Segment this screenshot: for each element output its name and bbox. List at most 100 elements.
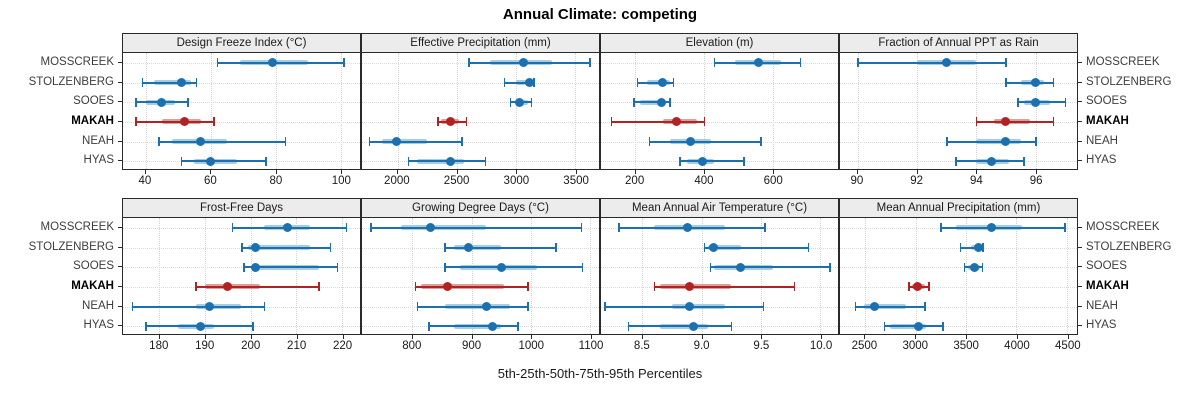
tick-label: 10.0 bbox=[809, 340, 833, 352]
panel-title: Mean Annual Precipitation (mm) bbox=[840, 199, 1077, 218]
median-dot bbox=[672, 117, 682, 127]
axis-tick bbox=[531, 335, 533, 339]
site-label-right-mosscreek: MOSSCREEK bbox=[1086, 55, 1160, 68]
median-dot bbox=[464, 243, 474, 252]
whisker-cap bbox=[135, 97, 137, 107]
tick-label: 600 bbox=[763, 175, 783, 187]
gridline-vertical bbox=[341, 218, 343, 334]
whisker-cap bbox=[627, 321, 630, 331]
axis-tick bbox=[411, 335, 413, 339]
median-dot bbox=[223, 282, 233, 292]
tick-label: 9.0 bbox=[693, 340, 710, 352]
median-dot bbox=[969, 262, 979, 272]
tick-label: 200 bbox=[625, 175, 645, 187]
whisker-cap bbox=[527, 302, 529, 311]
tick-label: 8.5 bbox=[633, 340, 650, 352]
whisker-line bbox=[857, 61, 1006, 64]
whisker-cap bbox=[760, 137, 762, 146]
axis-tick bbox=[250, 335, 252, 339]
site-label-right-neah: NEAH bbox=[1086, 134, 1118, 147]
site-label-right-neah: NEAH bbox=[1086, 299, 1118, 312]
whisker-cap bbox=[252, 321, 254, 331]
gridline-vertical bbox=[917, 53, 919, 169]
gridline-vertical bbox=[1016, 218, 1018, 334]
whisker-cap bbox=[679, 156, 681, 166]
axis-tick bbox=[342, 335, 344, 339]
y-axis-tick bbox=[118, 226, 122, 228]
tick-label: 3500 bbox=[563, 175, 589, 187]
whisker-cap bbox=[213, 117, 215, 127]
tick-label: 80 bbox=[269, 175, 283, 187]
gridline-vertical bbox=[976, 53, 978, 169]
chart-title: Annual Climate: competing bbox=[502, 6, 698, 23]
whisker-cap bbox=[465, 117, 468, 127]
y-axis-tick bbox=[118, 325, 122, 327]
whisker-cap bbox=[195, 78, 198, 87]
site-label-right-hyas: HYAS bbox=[1086, 319, 1117, 332]
tick-label: 3000 bbox=[902, 340, 929, 352]
median-dot bbox=[986, 223, 996, 233]
median-dot bbox=[973, 243, 983, 252]
axis-tick bbox=[641, 335, 643, 339]
gridline-vertical bbox=[296, 218, 298, 334]
site-label-left-stolzenberg: STOLZENBERG bbox=[28, 75, 114, 88]
tick-label: 94 bbox=[970, 175, 983, 187]
panel-plot-area bbox=[840, 53, 1077, 169]
whisker-cap bbox=[762, 302, 765, 311]
gridline-vertical bbox=[516, 53, 518, 169]
whisker-cap bbox=[743, 156, 745, 166]
median-dot bbox=[515, 97, 525, 107]
axis-tick bbox=[591, 335, 593, 339]
whisker-cap bbox=[555, 243, 557, 252]
whisker-line bbox=[633, 101, 670, 104]
y-axis-tick bbox=[1078, 266, 1082, 268]
tick-label: 1100 bbox=[578, 340, 604, 352]
whisker-cap bbox=[284, 137, 287, 146]
median-dot bbox=[496, 262, 506, 272]
gridline-vertical bbox=[145, 53, 147, 169]
tick-label: 92 bbox=[910, 175, 924, 187]
whisker-cap bbox=[981, 262, 984, 272]
tick-label: 180 bbox=[149, 340, 169, 352]
whisker-cap bbox=[444, 243, 446, 252]
site-label-left-hyas: HYAS bbox=[83, 154, 114, 167]
gridline-horizontal bbox=[123, 102, 360, 104]
gridline-horizontal bbox=[840, 306, 1077, 308]
median-dot bbox=[697, 156, 707, 166]
whisker-cap bbox=[1064, 223, 1066, 233]
whisker-cap bbox=[533, 78, 535, 87]
gridline-horizontal bbox=[840, 102, 1077, 104]
site-label-left-neah: NEAH bbox=[82, 299, 114, 312]
whisker-line bbox=[710, 266, 830, 269]
whisker-line bbox=[604, 305, 764, 308]
whisker-cap bbox=[195, 282, 197, 292]
median-dot bbox=[709, 243, 719, 252]
whisker-cap bbox=[1005, 58, 1007, 68]
y-axis-tick bbox=[118, 140, 122, 142]
site-label-left-mosscreek: MOSSCREEK bbox=[40, 55, 115, 68]
site-label-right-sooes: SOOES bbox=[1086, 95, 1127, 108]
whisker-cap bbox=[955, 156, 957, 166]
gridline-vertical bbox=[530, 218, 532, 334]
whisker-cap bbox=[414, 282, 417, 292]
whisker-line bbox=[417, 305, 528, 308]
gridline-vertical bbox=[772, 53, 774, 169]
y-axis-tick bbox=[1078, 305, 1082, 307]
site-label-right-sooes: SOOES bbox=[1086, 260, 1127, 273]
whisker-line bbox=[855, 305, 925, 308]
gridline-vertical bbox=[760, 218, 762, 334]
gridline-vertical bbox=[575, 53, 577, 169]
whisker-cap bbox=[1052, 117, 1055, 127]
axis-tick bbox=[275, 170, 277, 174]
whisker-cap bbox=[982, 243, 984, 252]
tick-label: 220 bbox=[333, 340, 353, 352]
whisker-cap bbox=[329, 243, 332, 252]
gridline-horizontal bbox=[840, 286, 1077, 288]
panel-plot-area bbox=[601, 218, 838, 334]
whisker-cap bbox=[1017, 97, 1019, 107]
y-axis-tick bbox=[1078, 120, 1082, 122]
y-axis-tick bbox=[118, 266, 122, 268]
median-dot bbox=[914, 321, 924, 331]
site-label-left-hyas: HYAS bbox=[83, 319, 114, 332]
site-label-left-neah: NEAH bbox=[82, 134, 114, 147]
